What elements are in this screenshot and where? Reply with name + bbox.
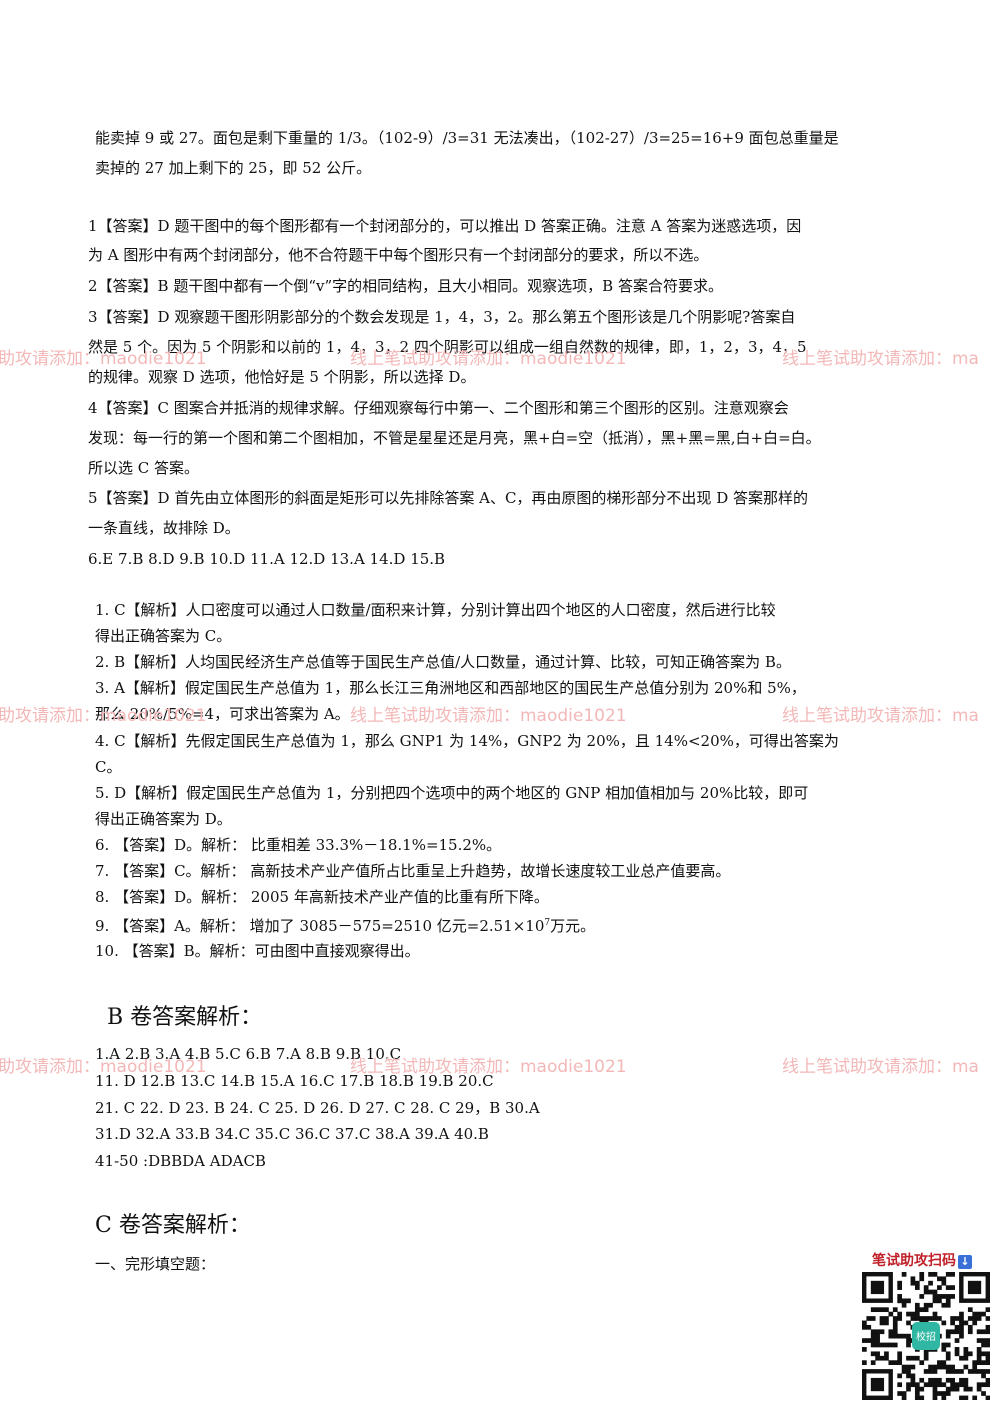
answer-line: 为 A 图形中有两个封闭部分，他不合符题干中每个图形只有一个封闭部分的要求，所以… — [88, 246, 709, 264]
answer-key-line: 6.E 7.B 8.D 9.B 10.D 11.A 12.D 13.A 14.D… — [88, 550, 446, 568]
analysis-line: 5. D【解析】假定国民生产总值为 1，分别把四个选项中的两个地区的 GNP 相… — [95, 784, 809, 802]
watermark-right: 线上笔试助攻请添加：ma — [782, 1057, 979, 1077]
answer-line: 的规律。观察 D 选项，他恰好是 5 个阴影，所以选择 D。 — [88, 368, 476, 386]
analysis-line: 那么 20%/5%=4，可求出答案为 A。 — [95, 705, 350, 723]
analysis-line: 7. 【答案】C。解析： 高新技术产业产值所占比重呈上升趋势，故增长速度较工业总… — [95, 862, 731, 880]
answer-line: 1【答案】D 题干图中的每个图形都有一个封闭部分的，可以推出 D 答案正确。注意… — [88, 217, 802, 235]
section-heading-c: C 卷答案解析： — [95, 1213, 251, 1238]
qr-logo — [912, 1322, 940, 1350]
watermark-right: 线上笔试助攻请添加：ma — [782, 349, 979, 369]
answer-key-line: 21. C 22. D 23. B 24. C 25. D 26. D 27. … — [95, 1099, 540, 1117]
analysis-line: 2. B【解析】人均国民经济生产总值等于国民生产总值/人口数量，通过计算、比较，… — [95, 653, 791, 671]
analysis-text: 9. 【答案】A。解析： 增加了 3085－575=2510 亿元=2.51×1… — [95, 917, 545, 935]
qr-code-graphic: 校招 — [862, 1272, 990, 1400]
answer-key-line: 1.A 2.B 3.A 4.B 5.C 6.B 7.A 8.B 9.B 10.C — [95, 1045, 402, 1063]
analysis-line: 9. 【答案】A。解析： 增加了 3085－575=2510 亿元=2.51×1… — [95, 912, 595, 937]
subsection-label: 一、完形填空题： — [95, 1255, 216, 1273]
answer-key-line: 41-50 :DBBDA ADACB — [95, 1152, 266, 1170]
down-arrow-icon: ↓ — [958, 1255, 972, 1269]
answer-line: 发现：每一行的第一个图和第二个图相加，不管是星星还是月亮，黑+白=空（抵消），黑… — [88, 429, 821, 447]
analysis-line: 6. 【答案】D。解析： 比重相差 33.3%－18.1%=15.2%。 — [95, 836, 502, 854]
qr-code[interactable]: 校招 — [862, 1272, 990, 1400]
exponent: 7 — [544, 918, 551, 928]
watermark-center: 线上笔试助攻请添加：maodie1021 — [350, 706, 627, 726]
answer-line: 所以选 C 答案。 — [88, 459, 200, 477]
analysis-line: 3. A【解析】假定国民生产总值为 1，那么长江三角洲地区和西部地区的国民生产总… — [95, 679, 806, 697]
answer-line: 然是 5 个。因为 5 个阴影和以前的 1，4，3，2 四个阴影可以组成一组自然… — [88, 338, 807, 356]
watermark-right: 线上笔试助攻请添加：ma — [782, 706, 979, 726]
paragraph-line: 能卖掉 9 或 27。面包是剩下重量的 1/3。（102-9）/3=31 无法凑… — [95, 129, 839, 147]
answer-key-line: 11. D 12.B 13.C 14.B 15.A 16.C 17.B 18.B… — [95, 1072, 494, 1090]
analysis-line: 1. C【解析】人口密度可以通过人口数量/面积来计算，分别计算出四个地区的人口密… — [95, 601, 776, 619]
answer-line: 2【答案】B 题干图中都有一个倒“v”字的相同结构，且大小相同。观察选项，B 答… — [88, 277, 723, 295]
analysis-line: 得出正确答案为 D。 — [95, 810, 232, 828]
analysis-line: 8. 【答案】D。解析： 2005 年高新技术产业产值的比重有所下降。 — [95, 888, 549, 906]
analysis-line: 10. 【答案】B。解析：可由图中直接观察得出。 — [95, 942, 420, 960]
answer-key-line: 31.D 32.A 33.B 34.C 35.C 36.C 37.C 38.A … — [95, 1125, 489, 1143]
analysis-line: 4. C【解析】先假定国民生产总值为 1，那么 GNP1 为 14%，GNP2 … — [95, 732, 839, 750]
answer-line: 3【答案】D 观察题干图形阴影部分的个数会发现是 1，4，3，2。那么第五个图形… — [88, 308, 796, 326]
analysis-line: 得出正确答案为 C。 — [95, 627, 232, 645]
answer-line: 4【答案】C 图案合并抵消的规律求解。仔细观察每行中第一、二个图形和第三个图形的… — [88, 399, 789, 417]
paragraph-line: 卖掉的 27 加上剩下的 25，即 52 公斤。 — [95, 159, 372, 177]
analysis-text: 万元。 — [550, 917, 596, 935]
section-heading-b: B 卷答案解析： — [107, 1005, 263, 1030]
analysis-line: C。 — [95, 758, 122, 776]
answer-line: 5【答案】D 首先由立体图形的斜面是矩形可以先排除答案 A、C，再由原图的梯形部… — [88, 489, 808, 507]
qr-logo-label: 校招 — [916, 1330, 936, 1343]
qr-caption: 笔试助攻扫码 ↓ — [872, 1250, 972, 1270]
answer-line: 一条直线，故排除 D。 — [88, 519, 240, 537]
qr-caption-text: 笔试助攻扫码 — [872, 1253, 956, 1269]
